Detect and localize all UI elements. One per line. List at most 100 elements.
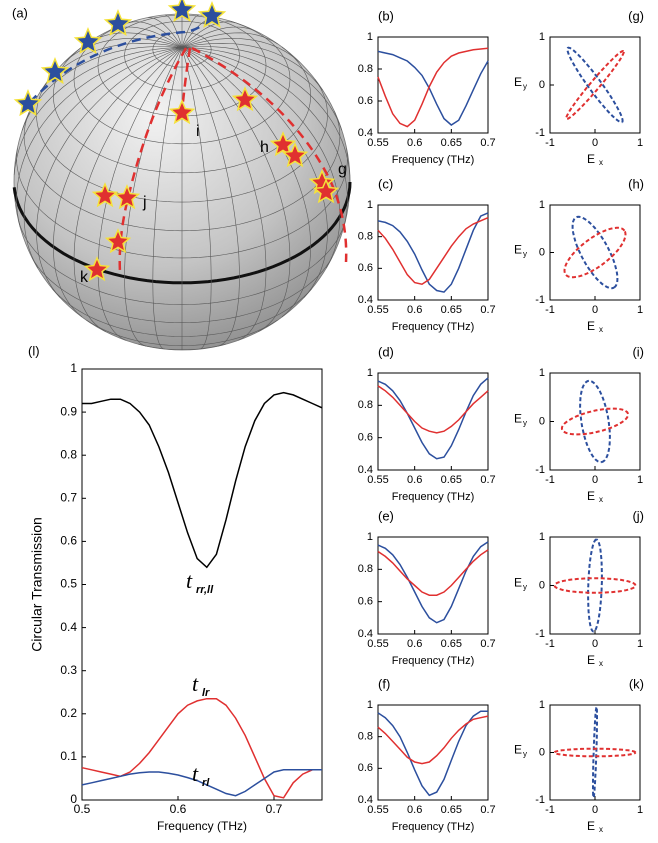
y-tick-label: 0.4: [358, 127, 373, 139]
star: [91, 182, 119, 208]
series-label-sub: rr,ll: [196, 584, 214, 596]
meridian: [181, 46, 343, 131]
meridian: [181, 42, 323, 91]
meridian: [52, 47, 183, 318]
y-tick-label: 0.8: [358, 231, 373, 243]
meridian: [181, 47, 291, 332]
x-axis-label-sub: x: [599, 158, 603, 167]
panel-label: (f): [378, 676, 390, 691]
meridian: [181, 47, 240, 347]
plot-frame: [549, 704, 641, 801]
meridian: [181, 21, 235, 48]
panel-label: (l): [28, 343, 40, 358]
plot-frame: [549, 36, 641, 134]
x-axis-label: Frequency (THz): [392, 491, 475, 503]
y-tick-label: 0: [539, 746, 545, 758]
meridian: [181, 38, 300, 63]
y-axis-label: E: [514, 243, 522, 257]
x-tick-label: 0.55: [367, 804, 388, 816]
panel-label: (k): [629, 676, 644, 691]
x-tick-label: 0.6: [407, 474, 422, 486]
x-axis-label-sub: x: [599, 325, 603, 334]
y-axis-label: E: [514, 412, 522, 426]
meridian: [148, 17, 183, 48]
meridian: [64, 38, 183, 63]
y-tick-label: 1: [539, 531, 545, 543]
x-tick-label: -1: [545, 137, 555, 149]
y-tick-label: 1: [367, 31, 373, 43]
plot-frame: [377, 372, 489, 471]
y-tick-label: -1: [535, 794, 545, 806]
x-tick-label: 1: [637, 474, 643, 486]
y-tick-label: 0.8: [358, 731, 373, 743]
plot-frame: [549, 372, 641, 471]
y-tick-label: 0.9: [60, 404, 77, 418]
y-tick-label: 0.6: [358, 262, 373, 274]
star: [73, 27, 103, 55]
y-axis-label-sub: y: [523, 750, 527, 759]
series-line: [82, 391, 323, 569]
latitude: [12, 181, 352, 285]
plot-frame: [377, 36, 489, 134]
x-tick-label: 0.6: [407, 304, 422, 316]
x-axis-label: Frequency (THz): [392, 321, 475, 333]
polarization-ellipse: [565, 49, 625, 121]
star: [197, 1, 227, 29]
x-tick-label: 1: [637, 804, 643, 816]
x-axis-label: Frequency (THz): [157, 819, 247, 833]
series-label: t: [192, 761, 199, 786]
panel-label: (g): [628, 8, 644, 23]
star: [281, 142, 309, 168]
meridian: [73, 47, 183, 332]
series-label-sub: lr: [202, 687, 210, 699]
x-axis-label: Frequency (THz): [392, 821, 475, 833]
x-tick-label: 0.5: [74, 802, 91, 816]
star: [13, 89, 43, 117]
y-axis-label: E: [514, 743, 522, 757]
y-tick-label: 1: [367, 699, 373, 711]
polarization-ellipse: [553, 747, 637, 758]
y-tick-label: 0.6: [358, 596, 373, 608]
y-tick-label: 0.6: [358, 762, 373, 774]
y-tick-label: 1: [539, 31, 545, 43]
polarization-ellipse: [563, 226, 627, 279]
panel-label: (e): [378, 508, 394, 523]
x-tick-label: 0.65: [441, 474, 462, 486]
series-line: [81, 769, 322, 797]
x-tick-label: 0.65: [441, 304, 462, 316]
x-tick-label: 0.6: [407, 137, 422, 149]
meridian: [97, 47, 183, 341]
y-tick-label: 0: [539, 79, 545, 91]
y-tick-label: 0.8: [358, 63, 373, 75]
plot-frame: [377, 204, 489, 301]
polarization-ellipse: [571, 215, 619, 290]
x-tick-label: 1: [637, 304, 643, 316]
y-tick-label: 0.4: [60, 620, 77, 634]
y-tick-label: 0.2: [60, 706, 77, 720]
point-label: k: [80, 269, 89, 286]
meridian: [129, 21, 183, 48]
x-tick-label: 0.6: [170, 802, 187, 816]
x-tick-label: 0.7: [480, 638, 495, 650]
y-tick-label: 0.6: [358, 432, 373, 444]
latitude: [52, 288, 312, 337]
y-tick-label: 0: [539, 246, 545, 258]
y-tick-label: -1: [535, 628, 545, 640]
star: [269, 131, 297, 157]
series-line: [377, 47, 489, 128]
sphere-grid: [12, 14, 352, 350]
x-tick-label: 0: [592, 137, 598, 149]
meridian: [181, 14, 200, 48]
y-tick-label: 0.8: [60, 447, 77, 461]
x-tick-label: 0: [592, 304, 598, 316]
meridian: [13, 47, 183, 176]
series-label-sub: rl: [202, 777, 210, 789]
plot-frame: [549, 204, 641, 301]
meridian: [181, 47, 351, 183]
x-tick-label: 0.6: [407, 638, 422, 650]
meridian: [181, 47, 212, 350]
x-tick-label: 0: [592, 474, 598, 486]
polarization-ellipse: [592, 706, 598, 800]
panel-label: (a): [12, 5, 28, 20]
x-axis-label: E: [587, 489, 595, 503]
